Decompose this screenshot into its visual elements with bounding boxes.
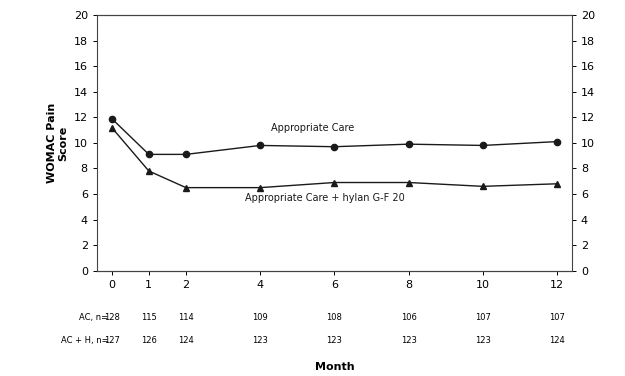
Text: 127: 127 — [104, 336, 119, 345]
Text: 126: 126 — [141, 336, 157, 345]
Text: 123: 123 — [401, 336, 416, 345]
Y-axis label: WOMAC Pain
Score: WOMAC Pain Score — [47, 103, 68, 183]
Text: 124: 124 — [549, 336, 565, 345]
Text: 115: 115 — [141, 313, 157, 322]
Text: AC, n=: AC, n= — [79, 313, 109, 322]
Text: 123: 123 — [253, 336, 268, 345]
Text: 106: 106 — [401, 313, 416, 322]
Text: 123: 123 — [475, 336, 491, 345]
Text: AC + H, n=: AC + H, n= — [61, 336, 109, 345]
Text: 109: 109 — [253, 313, 268, 322]
Text: 108: 108 — [326, 313, 342, 322]
Text: 124: 124 — [178, 336, 194, 345]
Text: 114: 114 — [178, 313, 194, 322]
Text: 123: 123 — [326, 336, 342, 345]
Text: 107: 107 — [475, 313, 491, 322]
Text: 107: 107 — [549, 313, 565, 322]
Text: Appropriate Care: Appropriate Care — [271, 123, 354, 133]
Text: Appropriate Care + hylan G-F 20: Appropriate Care + hylan G-F 20 — [245, 193, 405, 203]
Text: Month: Month — [314, 362, 354, 371]
Text: 128: 128 — [104, 313, 119, 322]
